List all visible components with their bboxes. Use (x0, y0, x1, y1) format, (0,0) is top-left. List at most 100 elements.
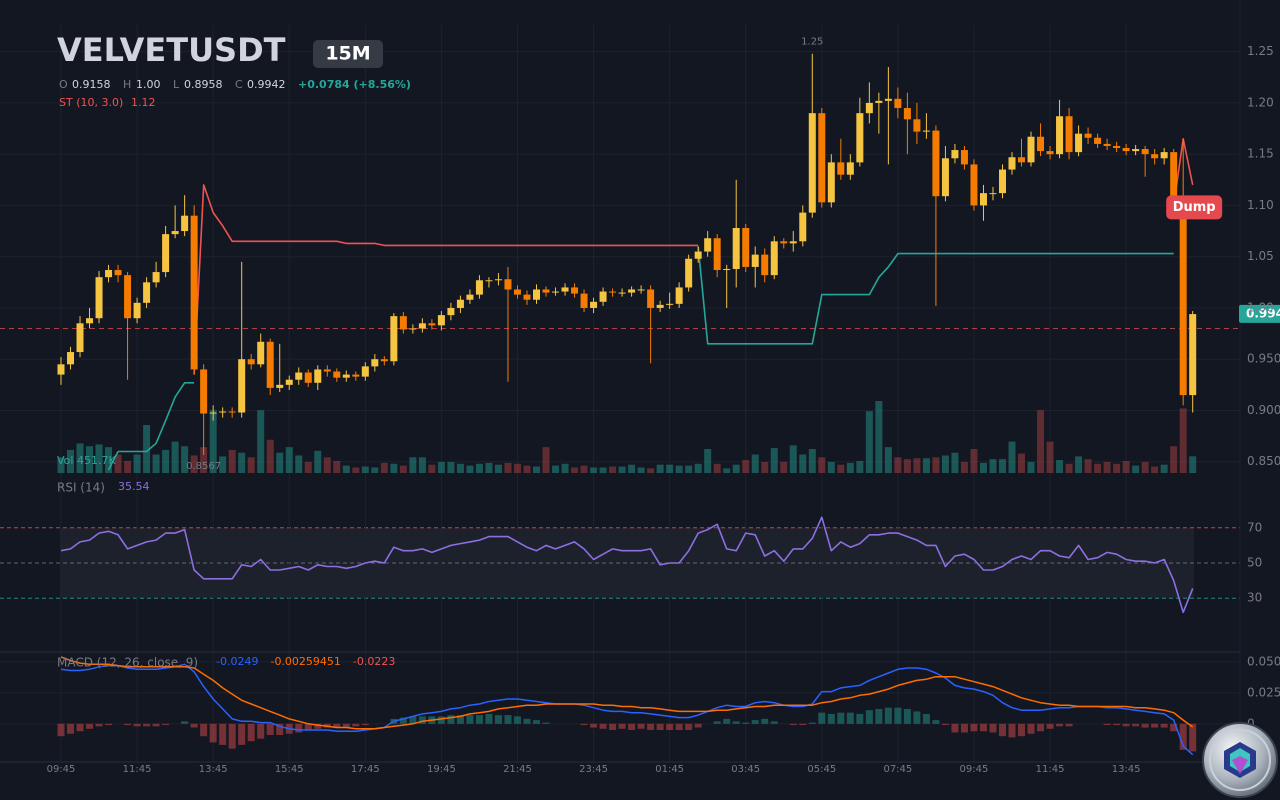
volume-bar (675, 465, 683, 473)
candle-body (1056, 116, 1064, 155)
signal-label: Dump (1173, 200, 1216, 215)
x-tick-label: 09:45 (960, 764, 989, 775)
candle-body (1151, 154, 1159, 159)
volume-bar (1065, 463, 1073, 473)
candle-body (894, 98, 902, 109)
volume-bar (190, 455, 198, 473)
candle-body (1160, 152, 1168, 159)
volume-bar (342, 465, 350, 473)
volume-bar (960, 461, 968, 473)
candle-body (913, 119, 921, 132)
candle-body (542, 289, 550, 293)
x-tick-label: 01:45 (655, 764, 684, 775)
ohlc-value: 0.9942 (247, 78, 286, 91)
volume-bar (647, 468, 655, 473)
candle-body (190, 215, 198, 370)
volume-bar (466, 465, 474, 473)
histogram-bar (447, 715, 455, 724)
candle-body (304, 372, 312, 383)
volume-bar (865, 411, 873, 473)
price-box (1239, 304, 1280, 323)
volume-bar (266, 439, 274, 473)
candle-body (409, 328, 417, 330)
candle-body (494, 279, 502, 281)
candle-body (903, 108, 911, 120)
volume-bar (552, 465, 560, 473)
histogram-bar (76, 723, 84, 732)
y-tick-label: 70 (1247, 520, 1262, 534)
volume-bar (913, 458, 921, 473)
histogram-bar (599, 723, 607, 729)
histogram-bar (818, 712, 826, 724)
candle-body (827, 162, 835, 203)
volume-bar (57, 457, 65, 473)
volume-bar (171, 441, 179, 473)
logo (1202, 722, 1278, 798)
x-tick-label: 21:45 (503, 764, 532, 775)
candle-body (941, 158, 949, 197)
histogram-bar (86, 723, 94, 729)
symbol: VELVETUSDT (57, 31, 286, 69)
candle-body (799, 212, 807, 242)
volume-bar (523, 465, 531, 473)
volume-bar (133, 454, 141, 473)
candle-body (238, 359, 246, 413)
volume-bar (903, 459, 911, 473)
y-tick-label: 0.950 (1247, 352, 1280, 366)
histogram-bar (1189, 723, 1197, 752)
histogram-bar (304, 723, 312, 731)
volume-bar (409, 457, 417, 473)
candle-body (685, 258, 693, 288)
volume-bar (685, 465, 693, 473)
volume-bar (314, 450, 322, 473)
histogram-bar (846, 712, 854, 724)
histogram-bar (580, 723, 588, 726)
histogram-bar (1122, 723, 1130, 727)
y-tick-label: 0.050 (1247, 654, 1280, 668)
volume-bar (181, 446, 189, 473)
macd-line (60, 663, 1194, 756)
candle-body (808, 113, 816, 213)
histogram-bar (808, 722, 816, 724)
histogram-bar (200, 723, 208, 737)
volume-bar (76, 443, 84, 473)
candle-body (342, 374, 350, 378)
volume-bar (637, 467, 645, 473)
candle-body (513, 289, 521, 295)
candle-body (314, 369, 322, 383)
volume-bar (418, 457, 426, 473)
histogram-bar (751, 720, 759, 724)
volume-bar (371, 467, 379, 473)
volume-bar (846, 462, 854, 473)
candle-body (1179, 205, 1187, 396)
candle-body (970, 164, 978, 206)
histogram-bar (856, 713, 864, 724)
histogram-bar (1056, 723, 1064, 727)
histogram-bar (941, 723, 949, 726)
histogram-bar (656, 723, 664, 731)
volume-bar (656, 464, 664, 473)
volume-bar (86, 446, 94, 473)
histogram-bar (761, 718, 769, 724)
volume-bar (1189, 456, 1197, 473)
x-tick-label: 19:45 (427, 764, 456, 775)
x-tick-label: 03:45 (731, 764, 760, 775)
volume-bar (970, 449, 978, 473)
candle-body (1189, 314, 1197, 396)
candle-body (647, 289, 655, 308)
candle-body (637, 289, 645, 291)
candle-body (399, 316, 407, 330)
y-tick-label: 0.900 (1247, 403, 1280, 417)
volume-bar (1132, 465, 1140, 473)
candle-body (609, 291, 617, 293)
candle-body (361, 366, 369, 377)
histogram-bar (989, 723, 997, 733)
candle-body (789, 241, 797, 244)
histogram-bar (951, 723, 959, 733)
candle-body (713, 238, 721, 271)
volume-bar (380, 462, 388, 473)
histogram-bar (152, 723, 160, 727)
volume-bar (124, 461, 132, 473)
histogram-bar (922, 713, 930, 724)
